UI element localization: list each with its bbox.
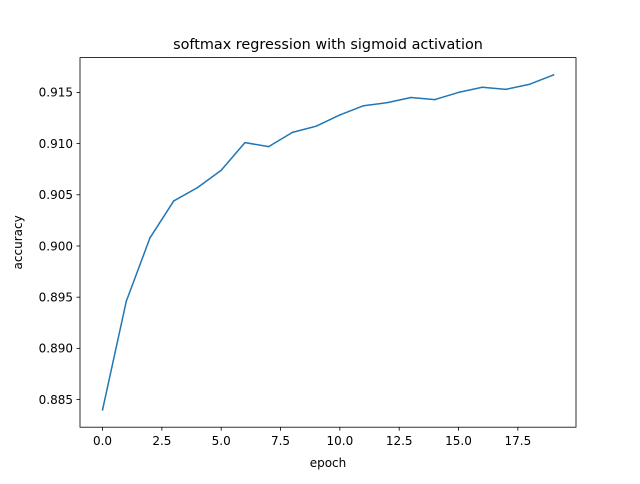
- data-point: [172, 200, 175, 202]
- series-line-0: [101, 74, 555, 411]
- y-tick-label: 0.900: [39, 239, 73, 253]
- x-tick-label: 12.5: [386, 434, 413, 448]
- y-tick-label: 0.915: [39, 86, 73, 100]
- x-tick-label: 2.5: [152, 434, 171, 448]
- x-tick-label: 0.0: [93, 434, 112, 448]
- data-point: [386, 101, 389, 104]
- data-point: [410, 96, 412, 99]
- data-point: [101, 409, 104, 411]
- y-tick-label: 0.910: [39, 137, 73, 151]
- data-point: [481, 86, 484, 89]
- data-point: [362, 104, 365, 107]
- chart-title: softmax regression with sigmoid activati…: [173, 37, 483, 53]
- data-point: [244, 141, 246, 144]
- data-point: [552, 74, 555, 76]
- x-tick-label: 15.0: [445, 434, 472, 448]
- data-point: [434, 98, 436, 101]
- data-point: [528, 83, 531, 85]
- data-point: [291, 131, 294, 134]
- data-point: [315, 125, 317, 127]
- data-point: [149, 237, 151, 239]
- y-tick-label: 0.890: [39, 342, 73, 356]
- data-point: [196, 186, 199, 189]
- y-tick-label: 0.895: [39, 290, 73, 304]
- data-point: [267, 145, 270, 148]
- x-axis-label: epoch: [310, 456, 347, 470]
- x-tick-label: 7.5: [271, 434, 290, 448]
- data-point: [339, 114, 341, 116]
- x-tick-label: 10.0: [327, 434, 354, 448]
- y-tick-label: 0.905: [39, 188, 73, 202]
- x-tick-label: 17.5: [504, 434, 531, 448]
- x-axis: 0.0 2.5 5.0 7.5 10.0 12.5 15.0 17.5: [93, 427, 531, 448]
- y-axis: 0.885 0.890 0.895 0.900 0.905 0.910 0.915: [39, 86, 80, 407]
- y-axis-label: accuracy: [11, 215, 25, 269]
- data-point: [457, 91, 460, 94]
- series-layer: [101, 74, 555, 411]
- x-tick-label: 5.0: [212, 434, 231, 448]
- data-point: [220, 169, 222, 171]
- plot-area-frame: [79, 57, 577, 428]
- data-point: [505, 88, 507, 91]
- data-point: [125, 300, 128, 303]
- y-tick-label: 0.885: [39, 393, 73, 407]
